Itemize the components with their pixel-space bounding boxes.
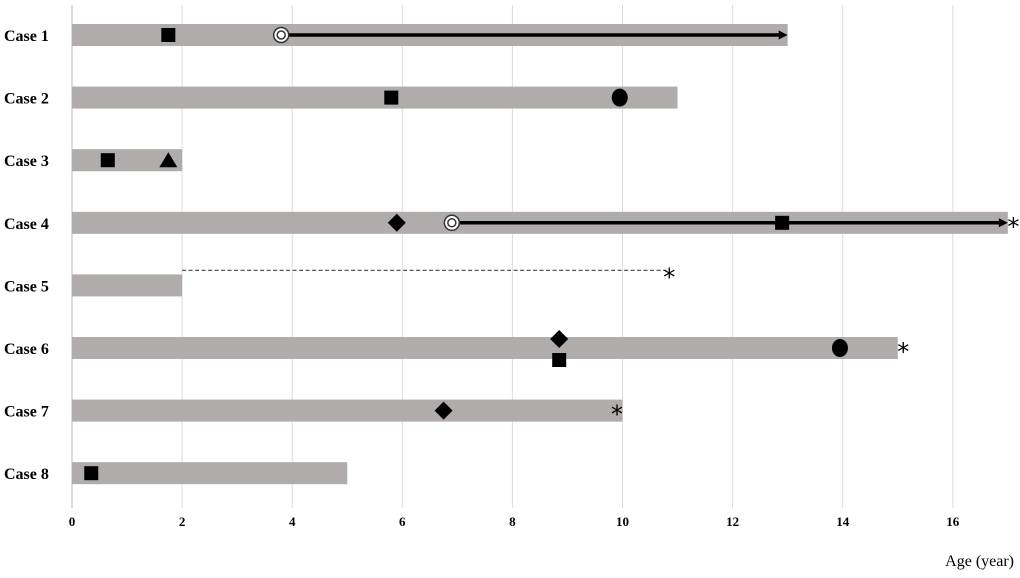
double-circle-inner	[447, 218, 457, 228]
x-tick-label: 10	[616, 514, 629, 529]
x-tick-label: 2	[179, 514, 186, 529]
case-bar	[72, 86, 678, 109]
x-tick-label: 8	[509, 514, 516, 529]
x-tick-label: 4	[289, 514, 296, 529]
square-marker	[384, 90, 399, 105]
diamond-marker	[434, 401, 453, 420]
asterisk-marker: *	[611, 401, 623, 429]
x-axis-label: Age (year)	[945, 553, 1014, 570]
case-bar	[72, 149, 183, 172]
square-marker	[552, 353, 567, 367]
circle-marker	[611, 88, 628, 107]
circle-marker	[831, 339, 848, 357]
case-bar	[72, 462, 348, 485]
case-bar	[72, 274, 183, 297]
case-label: Case 8	[4, 466, 49, 483]
x-tick-label: 16	[946, 514, 960, 529]
triangle-marker	[159, 152, 178, 168]
asterisk-marker: *	[663, 263, 675, 291]
case-bar	[72, 337, 898, 359]
case-bar	[72, 399, 623, 422]
double-circle-inner	[276, 30, 286, 40]
case-label: Case 7	[4, 404, 49, 421]
case-label: Case 3	[4, 153, 49, 170]
square-marker	[775, 215, 790, 230]
square-marker	[100, 153, 115, 168]
x-tick-label: 14	[836, 514, 850, 529]
square-marker	[84, 466, 99, 481]
case-label: Case 4	[4, 216, 49, 233]
case-label: Case 1	[4, 28, 49, 45]
case-label: Case 6	[4, 341, 49, 358]
x-tick-label: 0	[69, 514, 76, 529]
asterisk-marker: *	[1007, 213, 1019, 241]
case-label: Case 2	[4, 91, 49, 108]
x-tick-label: 6	[399, 514, 406, 529]
diamond-marker	[387, 213, 406, 232]
arrow-head	[778, 30, 788, 40]
square-marker	[161, 28, 176, 42]
arrow-head	[998, 218, 1008, 228]
asterisk-marker: *	[897, 338, 909, 366]
diamond-marker	[550, 330, 569, 348]
x-tick-label: 12	[726, 514, 739, 529]
case-label: Case 5	[4, 278, 49, 295]
